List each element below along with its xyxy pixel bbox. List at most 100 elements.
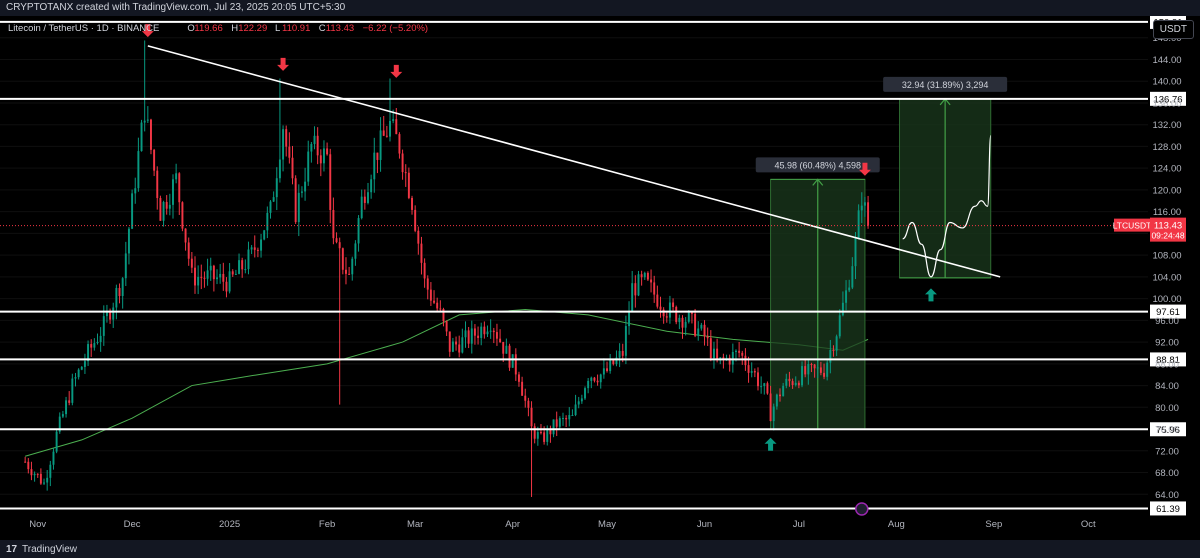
candle [288,132,291,164]
candle-body [848,287,851,291]
candle-body [436,302,439,309]
candle-body [351,258,354,275]
candle-body [517,374,520,382]
candle-body [216,277,218,280]
candle-body [769,393,772,422]
candle [96,333,99,345]
candle [278,78,281,183]
candle-body [451,341,454,352]
candle [194,256,196,294]
candle [36,473,39,478]
candle-body [398,134,401,154]
candle [275,167,278,211]
candle [272,191,275,203]
level-price-label: 61.39 [1156,504,1180,515]
candle [212,264,215,292]
candle-body [209,265,212,271]
candle-body [140,122,143,152]
candle [637,270,640,297]
candle [477,326,480,345]
candle-body [794,382,797,386]
candle-body [568,415,571,420]
descending-trendline[interactable] [147,45,1001,278]
candle-body [175,173,178,180]
candle [52,447,55,470]
candle-body [483,326,486,335]
candle [829,339,832,374]
currency-badge[interactable]: USDT [1152,20,1194,39]
candle [175,163,178,184]
x-axis-tick-label: Mar [407,519,423,530]
y-axis-tick-label: 72.00 [1155,446,1179,457]
candle-body [363,196,366,203]
arrow-down-icon [390,64,403,78]
level-price-tag [1150,304,1186,319]
level-price-label: 75.96 [1156,425,1180,436]
candle [253,235,256,258]
candle-body [703,324,706,337]
candle-body [127,228,130,254]
candle-body [835,336,838,351]
candle-body [489,330,492,332]
candle-body [609,359,612,372]
candle [609,353,612,374]
arrow-down-icon [141,24,154,38]
candle-body [46,477,49,483]
event-marker-icon[interactable] [855,502,869,516]
candle [486,325,489,338]
candle [71,373,74,406]
candle [354,240,357,266]
bottom-bar: 17 TradingView [0,540,1200,558]
candle-body [706,336,709,339]
candle [33,471,36,482]
candle [480,322,483,346]
candle [326,142,329,156]
candle-body [332,209,335,239]
candle [508,343,511,371]
candle [678,314,681,330]
y-axis-tick-label: 76.00 [1155,425,1179,436]
candle-body [464,330,467,338]
candle [533,423,536,444]
candle-body [335,238,338,243]
candle [788,371,791,387]
candle-body [596,380,599,383]
candle [234,269,237,275]
legend-ohlc-value: 113.43 [326,23,354,34]
candle-body [779,394,781,397]
price-chart[interactable]: 45.98 (60.48%) 4,598 32.94 (31.89%) 3,294… [0,16,1200,558]
candle-body [385,135,388,137]
candle-body [159,198,162,221]
candle [584,386,586,400]
candle-body [867,202,870,226]
candle [190,252,193,274]
candle [436,297,439,312]
candle-body [634,283,637,296]
candle [596,374,599,386]
candle-body [244,269,247,271]
candle [448,331,451,357]
candle-body [379,130,382,160]
candle-body [181,202,184,229]
candle [385,125,388,138]
candle-body [417,230,420,244]
candle-body [785,378,788,386]
candle-body [288,146,291,158]
candle-body [826,362,829,377]
candle-body [206,270,209,279]
candle [495,323,498,346]
candle [568,407,571,427]
candle [143,40,146,132]
candle [599,373,602,389]
candle-body [536,432,539,439]
candle [439,300,442,312]
candle [819,361,822,376]
candle-body [322,148,325,164]
x-axis-tick-label: May [598,519,616,530]
candle-body [225,281,228,292]
candle-body [857,210,860,239]
x-axis-tick-label: Jul [793,519,805,530]
candle [473,324,476,345]
candle-body [87,344,90,362]
candle-body [495,332,498,339]
